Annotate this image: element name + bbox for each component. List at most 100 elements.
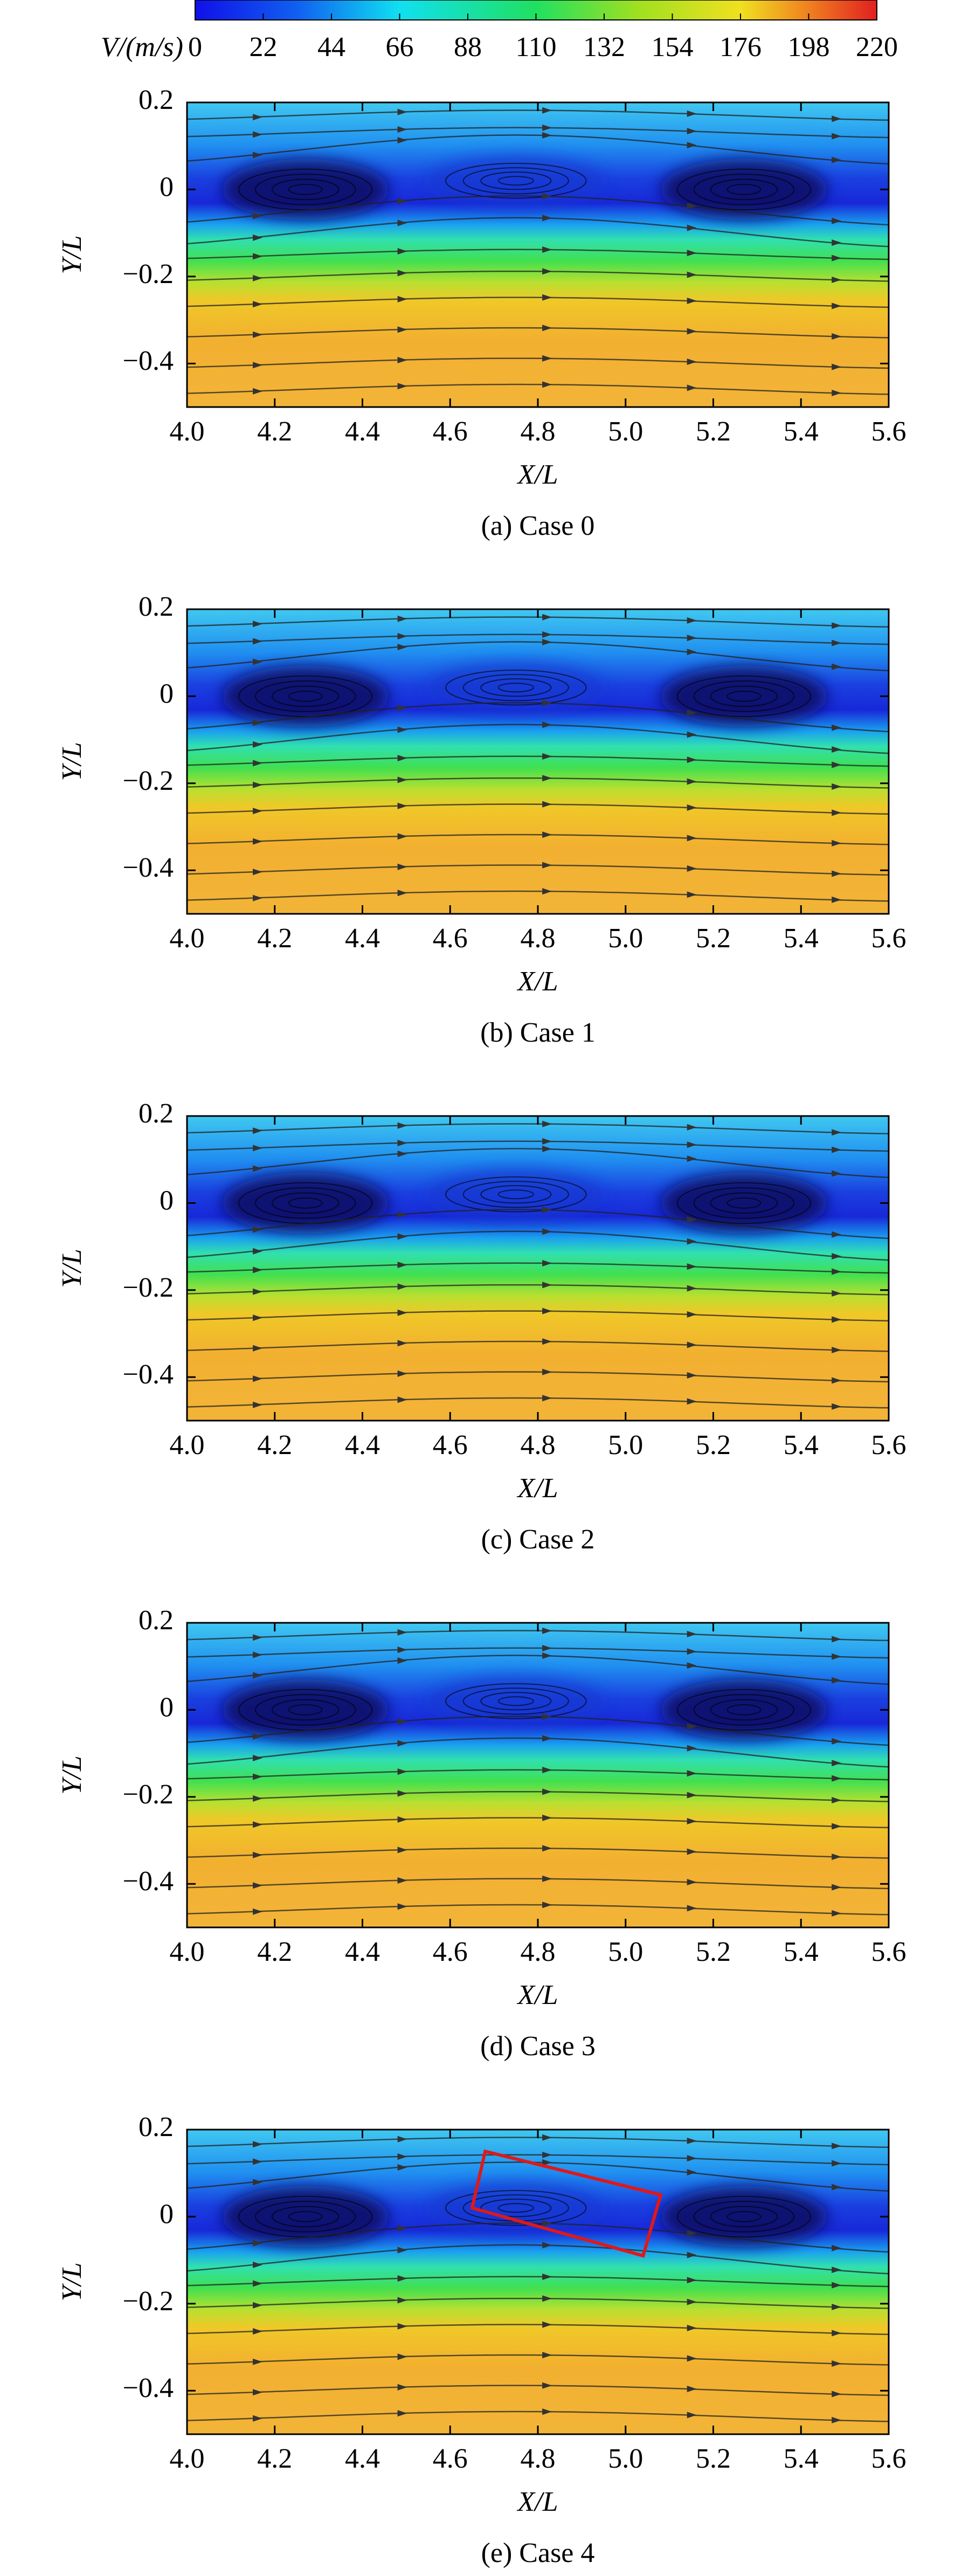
streamline-arrow (832, 761, 842, 768)
streamline (187, 1847, 889, 1859)
streamline-arrow (832, 1738, 842, 1745)
streamline-arrow (687, 2155, 697, 2162)
x-tick-label: 4.8 (521, 923, 556, 954)
y-tick-label: 0.2 (139, 1605, 174, 1636)
streamline (187, 755, 889, 767)
streamline-arrow (397, 1847, 407, 1854)
vortex-streamline (462, 1181, 569, 1208)
streamline-arrow (687, 1263, 697, 1270)
streamline (187, 1769, 889, 1781)
streamline-arrow (542, 2151, 552, 2158)
streamline-arrow (687, 1285, 697, 1292)
streamline-arrow (687, 756, 697, 763)
vortex-streamline (271, 1192, 340, 1214)
streamline-arrow (832, 1253, 842, 1260)
streamline-arrow (397, 1283, 407, 1290)
streamline-arrow (542, 614, 552, 621)
y-tick-label: 0.2 (139, 85, 174, 115)
streamline-arrow (687, 1648, 697, 1655)
colorbar-tick-label: 44 (317, 32, 345, 63)
streamline-arrow (397, 2136, 407, 2143)
flow-field (187, 2130, 889, 2434)
streamline-arrow (832, 389, 842, 396)
x-tick-label: 4.8 (521, 1937, 556, 1967)
streamline-arrow (253, 2141, 263, 2148)
streamline-arrow (542, 1120, 552, 1127)
vortex-streamline (693, 680, 795, 712)
streamline-arrow (253, 719, 263, 726)
streamline-arrow (832, 1129, 842, 1136)
x-tick-label: 4.4 (345, 416, 380, 447)
vortex-streamline (710, 685, 778, 707)
vortex-streamline (271, 685, 340, 707)
streamline-arrow (542, 1788, 552, 1795)
streamline-arrow (687, 1745, 697, 1752)
x-tick-label: 4.0 (170, 416, 205, 447)
streamline-arrow (542, 1395, 552, 1402)
y-tick-label: −0.2 (123, 1272, 174, 1303)
streamline-arrow (542, 2408, 552, 2415)
streamline-arrow (687, 224, 697, 231)
vortex-streamline (445, 670, 587, 706)
streamline-arrow (253, 1773, 263, 1780)
vortex-streamline (288, 2211, 323, 2222)
streamline-arrow (832, 1316, 842, 1323)
vortex-streamline (254, 2201, 356, 2233)
streamline-arrow (687, 1723, 697, 1730)
streamline-arrow (397, 1262, 407, 1269)
streamline-arrow (397, 1877, 407, 1884)
x-tick-label: 5.2 (696, 416, 731, 447)
streamline-arrow (687, 1630, 697, 1637)
x-tick-label: 5.4 (784, 1937, 819, 1967)
plot-area (186, 101, 890, 408)
streamline-arrow (542, 1282, 552, 1289)
streamline-arrow (687, 2137, 697, 2144)
streamline-arrow (542, 1644, 552, 1651)
vortex-streamline (462, 167, 569, 195)
streamline-arrow (542, 1207, 552, 1214)
x-tick-label: 4.8 (521, 2443, 556, 2474)
streamline-arrow (687, 635, 697, 642)
y-tick-label: −0.4 (123, 2373, 174, 2403)
streamline-arrow (397, 615, 407, 622)
streamline-arrow (832, 2304, 842, 2311)
x-tick-label: 5.2 (696, 1430, 731, 1461)
y-tick-label: 0 (160, 678, 174, 709)
streamline-arrow (253, 1314, 263, 1321)
streamline (187, 1817, 889, 1829)
streamline-arrow (397, 755, 407, 762)
x-tick-label: 5.2 (696, 2443, 731, 2474)
streamline-arrow (687, 1398, 697, 1405)
flow-field (187, 1623, 889, 1927)
streamline-arrow (687, 731, 697, 738)
streamline-arrow (542, 631, 552, 638)
streamline (187, 297, 889, 308)
streamline-arrow (832, 2184, 842, 2191)
x-tick-label: 4.2 (257, 1937, 292, 1967)
streamline-arrow (542, 639, 552, 646)
y-tick-label: −0.2 (123, 259, 174, 290)
flow-field (187, 609, 889, 914)
y-axis-label: Y/L (57, 235, 87, 274)
streamline (187, 134, 889, 165)
plot-area (186, 1115, 890, 1422)
streamline-arrow (687, 328, 697, 335)
y-tick-label: 0 (160, 2199, 174, 2229)
streamline-arrow (542, 1845, 552, 1852)
vortex-streamline (710, 1192, 778, 1214)
streamline-arrow (397, 705, 407, 712)
streamline-arrow (253, 658, 263, 665)
streamline-arrow (542, 381, 552, 388)
x-tick-label: 5.4 (784, 2443, 819, 2474)
streamline-arrow (832, 809, 842, 816)
streamline-arrow (397, 383, 407, 390)
streamline-arrow (542, 1735, 552, 1742)
y-axis-label: Y/L (57, 742, 87, 781)
streamline-arrow (832, 1290, 842, 1297)
streamline-arrow (832, 1377, 842, 1384)
streamline-arrow (832, 896, 842, 903)
streamline-arrow (832, 1910, 842, 1917)
colorbar-label: V/(m/s) (101, 32, 183, 63)
vortex-streamline (693, 2201, 795, 2233)
x-axis-label: X/L (516, 1473, 558, 1504)
